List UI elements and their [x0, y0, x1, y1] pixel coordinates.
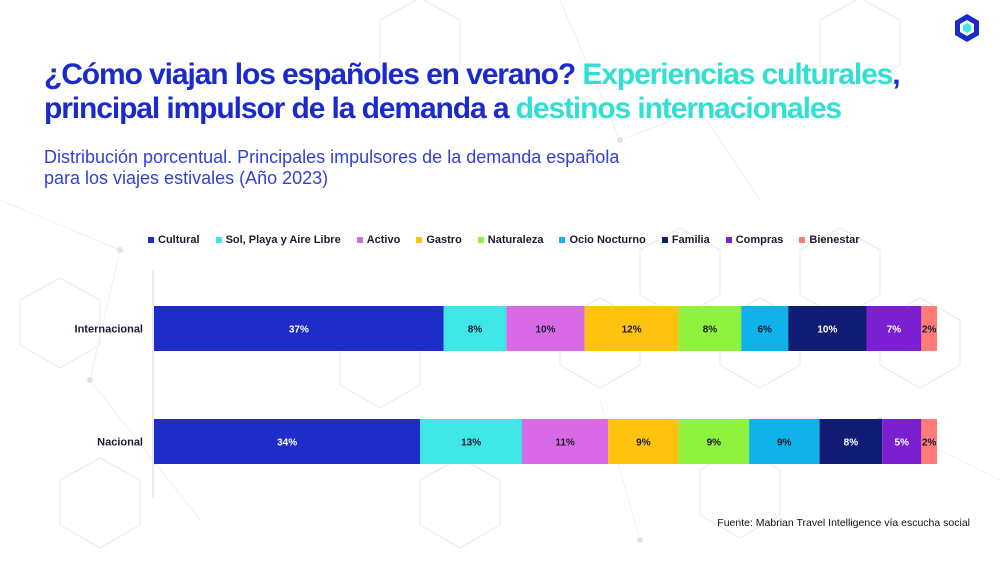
- page-subtitle: Distribución porcentual. Principales imp…: [44, 147, 804, 189]
- bar-segment: [678, 419, 750, 464]
- legend-swatch: [559, 237, 566, 243]
- title-highlight-2: destinos internacionales: [515, 92, 842, 125]
- source-note: Fuente: Mabrian Travel Intelligence vía …: [717, 517, 970, 529]
- page-title: ¿Cómo viajan los españoles en verano? Ex…: [44, 58, 974, 126]
- data-label: 12%: [622, 325, 642, 336]
- legend-swatch: [725, 237, 732, 243]
- data-label: 37%: [289, 325, 309, 336]
- data-label: 13%: [461, 438, 481, 449]
- chart-legend: Cultural Sol, Playa y Aire Libre Activo Gas…: [148, 232, 860, 248]
- category-label: Internacional: [75, 324, 143, 336]
- legend-label: Sol, Playa y Aire Libre: [225, 234, 341, 246]
- legend-label: Compras: [735, 234, 784, 246]
- legend-label: Bienestar: [809, 234, 860, 246]
- data-label: 2%: [922, 325, 937, 336]
- bar-segment: [678, 306, 742, 351]
- data-label: 10%: [535, 325, 555, 336]
- bar-segment: [788, 306, 867, 351]
- data-label: 7%: [887, 325, 902, 336]
- legend-label: Activo: [366, 234, 401, 246]
- data-label: 8%: [703, 325, 718, 336]
- data-label: 9%: [707, 438, 722, 449]
- title-part-1: ¿Cómo viajan los españoles en verano?: [44, 58, 583, 91]
- bar-segment: [741, 306, 789, 351]
- bar-segment: [866, 306, 922, 351]
- bar-segment: [443, 306, 507, 351]
- data-label: 9%: [636, 438, 651, 449]
- data-label: 2%: [922, 438, 937, 449]
- legend-swatch: [661, 237, 668, 243]
- legend-label: Cultural: [158, 234, 200, 246]
- data-label: 5%: [895, 438, 910, 449]
- title-part-3: , principal impulsor de la demanda a: [44, 58, 901, 125]
- hexagon-logo-icon: [955, 14, 979, 42]
- bar-segment: [420, 419, 523, 464]
- legend-swatch: [148, 237, 154, 243]
- bar-segment: [584, 306, 679, 351]
- bar-segment: [154, 306, 444, 351]
- data-label: 10%: [817, 325, 837, 336]
- legend-item-5: Naturaleza: [477, 234, 544, 246]
- legend-item-8: Compras: [725, 234, 784, 246]
- data-label: 6%: [758, 325, 773, 336]
- legend-item-7: Familia: [661, 234, 710, 246]
- legend-label: Gastro: [426, 234, 462, 246]
- legend-swatch: [799, 237, 806, 243]
- bar-segment: [882, 419, 922, 464]
- data-label: 34%: [277, 438, 297, 449]
- bar-segment: [608, 419, 679, 464]
- bar-segment: [154, 419, 421, 464]
- category-label: Nacional: [97, 437, 143, 449]
- legend-item-4: Gastro: [416, 234, 462, 246]
- subtitle-line-1: Distribución porcentual. Principales imp…: [44, 147, 620, 167]
- legend-label: Naturaleza: [487, 234, 544, 246]
- bar-segment: [522, 419, 609, 464]
- data-label: 8%: [844, 438, 859, 449]
- legend-swatch: [416, 237, 423, 243]
- bar-segment: [506, 306, 585, 351]
- bar-segment: [819, 419, 883, 464]
- legend-item-1: Cultural: [148, 234, 200, 246]
- data-label: 11%: [555, 438, 575, 449]
- legend-label: Ocio Nocturno: [569, 234, 646, 246]
- legend-swatch: [215, 237, 222, 243]
- bar-segment: [921, 306, 937, 351]
- subtitle-line-2: para los viajes estivales (Año 2023): [44, 168, 329, 188]
- legend-item-6: Ocio Nocturno: [559, 234, 646, 246]
- legend-swatch: [356, 237, 363, 243]
- bar-segment: [749, 419, 820, 464]
- legend-label: Familia: [671, 234, 710, 246]
- legend-swatch: [477, 237, 484, 243]
- legend-item-2: Sol, Playa y Aire Libre: [215, 234, 341, 246]
- title-highlight-1: Experiencias culturales: [582, 58, 893, 91]
- legend-item-3: Activo: [356, 234, 401, 246]
- data-label: 9%: [777, 438, 792, 449]
- bar-segment: [921, 419, 937, 464]
- legend-item-9: Bienestar: [799, 234, 860, 246]
- data-label: 8%: [468, 325, 483, 336]
